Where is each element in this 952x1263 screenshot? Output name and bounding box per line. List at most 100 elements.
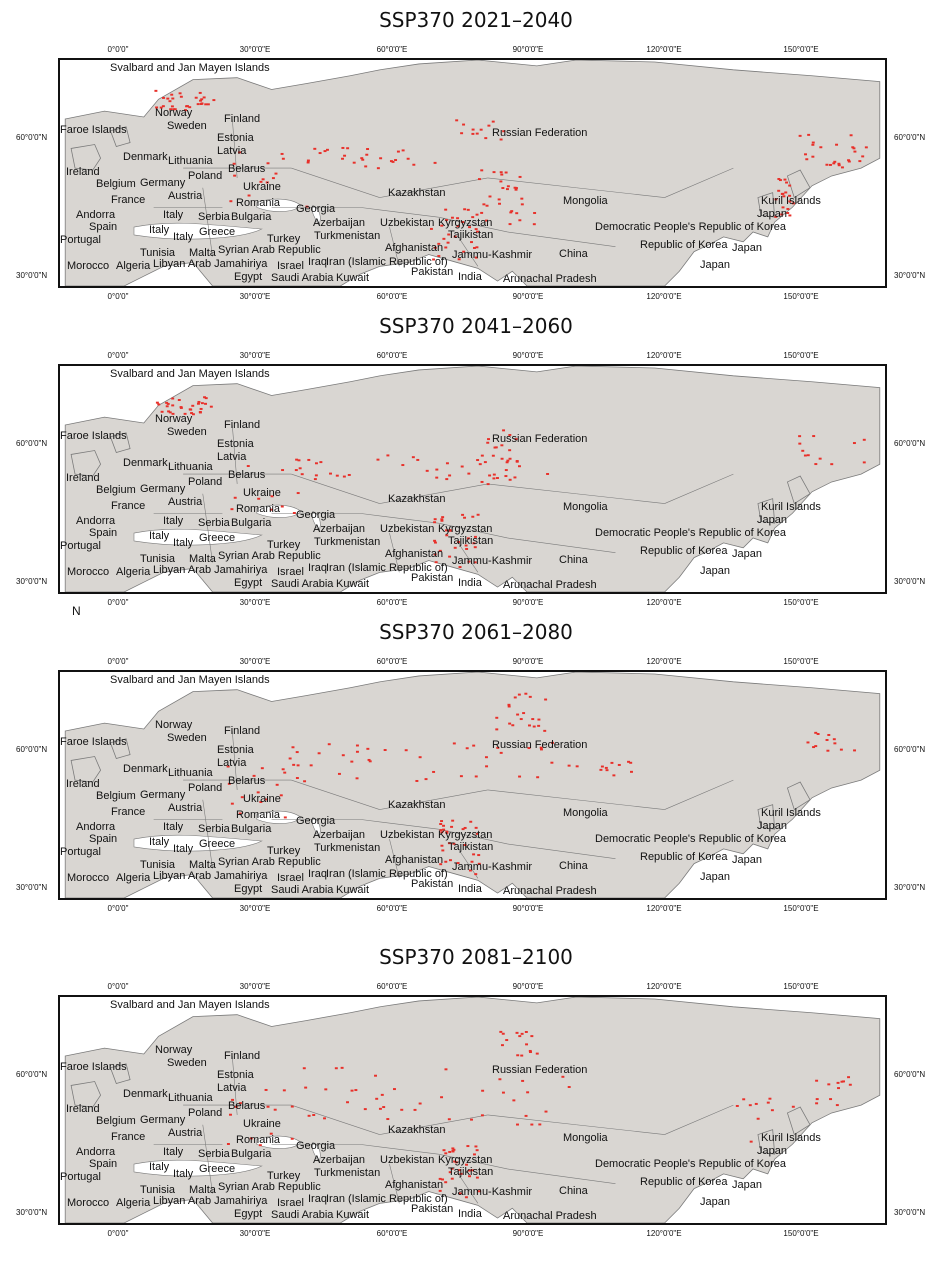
- longitude-tick-label: 90°0'0"E: [512, 351, 544, 360]
- place-label: Jammu-Kashmir: [452, 861, 533, 873]
- presence-cell: [323, 1117, 326, 1120]
- presence-cell: [376, 167, 380, 170]
- place-label: Mongolia: [563, 807, 608, 819]
- presence-cell: [292, 763, 296, 766]
- place-label: Norway: [155, 1044, 193, 1056]
- country-border: [202, 799, 213, 869]
- presence-cell: [500, 173, 504, 176]
- presence-cell: [227, 782, 231, 785]
- place-label: Malta: [189, 553, 216, 565]
- presence-cell: [209, 405, 213, 408]
- place-label: Portugal: [60, 234, 101, 246]
- presence-cell: [470, 1169, 474, 1172]
- longitude-tick-label: 60°0'0"E: [376, 351, 408, 360]
- place-label: Serbia: [198, 1148, 230, 1160]
- place-label: Lithuania: [168, 767, 213, 779]
- presence-cell: [777, 178, 781, 180]
- presence-cell: [438, 1189, 442, 1192]
- presence-cell: [396, 150, 400, 153]
- place-label: Russian Federation: [492, 739, 588, 751]
- place-label: Pakistan: [411, 572, 454, 584]
- presence-cell: [435, 476, 439, 479]
- map-panel: SSP370 2021–2040 0°0'0" 0°0'0" 30°0'0"E 30°0…: [0, 8, 952, 312]
- presence-cell: [461, 828, 465, 831]
- presence-cell: [462, 123, 466, 126]
- presence-cell: [507, 705, 511, 708]
- presence-cell: [480, 1114, 484, 1117]
- presence-cell: [806, 454, 810, 457]
- presence-cell: [515, 212, 519, 215]
- presence-cell: [458, 566, 462, 569]
- presence-cell: [499, 138, 503, 141]
- presence-cell: [418, 1102, 422, 1105]
- presence-cell: [457, 1169, 461, 1172]
- presence-cell: [461, 513, 465, 516]
- place-label: Italy: [163, 209, 184, 221]
- presence-cell: [280, 152, 284, 155]
- presence-cell: [450, 1167, 454, 1170]
- country-border: [576, 1124, 665, 1135]
- presence-cell: [313, 147, 317, 150]
- presence-cell: [495, 728, 499, 731]
- presence-cell: [450, 825, 454, 828]
- place-label: Iraq: [308, 256, 327, 268]
- place-label: Austria: [168, 1127, 203, 1139]
- presence-cell: [325, 148, 329, 151]
- presence-cell: [499, 180, 503, 183]
- presence-cell: [466, 1145, 470, 1148]
- presence-cell: [471, 132, 475, 135]
- presence-cell: [516, 1123, 519, 1126]
- presence-cell: [754, 1102, 758, 1105]
- place-label: Azerbaijan: [313, 1154, 365, 1166]
- place-label: Japan: [757, 820, 787, 832]
- presence-cell: [200, 102, 204, 105]
- place-label: Svalbard and Jan Mayen Islands: [110, 999, 270, 1011]
- presence-cell: [488, 195, 492, 198]
- presence-cell: [184, 109, 187, 112]
- presence-cell: [366, 148, 370, 151]
- place-label: Syrian Arab Republic: [218, 856, 321, 868]
- place-label: Egypt: [234, 883, 263, 895]
- presence-cell: [781, 192, 785, 195]
- presence-cell: [629, 761, 633, 764]
- presence-cell: [170, 105, 174, 108]
- presence-cell: [282, 1089, 286, 1092]
- presence-cell: [463, 844, 467, 847]
- presence-cell: [234, 1105, 238, 1108]
- presence-cell: [481, 1089, 485, 1092]
- presence-cell: [445, 462, 449, 465]
- presence-cell: [472, 542, 476, 545]
- presence-cell: [506, 185, 510, 188]
- country-border: [389, 226, 400, 267]
- presence-cell: [204, 397, 208, 400]
- presence-cell: [447, 1118, 451, 1121]
- presence-cell: [433, 521, 437, 524]
- presence-cell: [437, 255, 441, 258]
- place-label: Turkey: [267, 845, 301, 857]
- presence-cell: [804, 153, 807, 156]
- presence-cell: [777, 189, 781, 192]
- presence-cell: [312, 1114, 316, 1116]
- place-label: Tajikistan: [448, 229, 494, 241]
- place-label: Uzbekistan: [380, 829, 435, 841]
- presence-cell: [290, 1105, 294, 1108]
- presence-cell: [442, 828, 446, 831]
- country-border: [202, 187, 213, 257]
- land-mass: [64, 366, 881, 592]
- presence-cell: [329, 472, 332, 475]
- presence-cell: [444, 219, 448, 222]
- country-border: [458, 236, 479, 267]
- presence-cell: [455, 119, 459, 122]
- presence-cell: [169, 108, 173, 111]
- presence-cell: [456, 862, 460, 865]
- presence-cell: [524, 1030, 528, 1033]
- place-label: Pakistan: [411, 1203, 454, 1215]
- presence-cell: [498, 202, 501, 205]
- presence-cell: [295, 458, 299, 461]
- place-label: Kuril Islands: [761, 501, 821, 513]
- longitude-tick-label: 60°0'0"E: [376, 1229, 408, 1238]
- place-label: Arunachal Pradesh: [503, 579, 597, 591]
- presence-cell: [839, 748, 843, 751]
- longitude-tick-label: 90°0'0"E: [512, 45, 544, 54]
- island: [70, 450, 102, 477]
